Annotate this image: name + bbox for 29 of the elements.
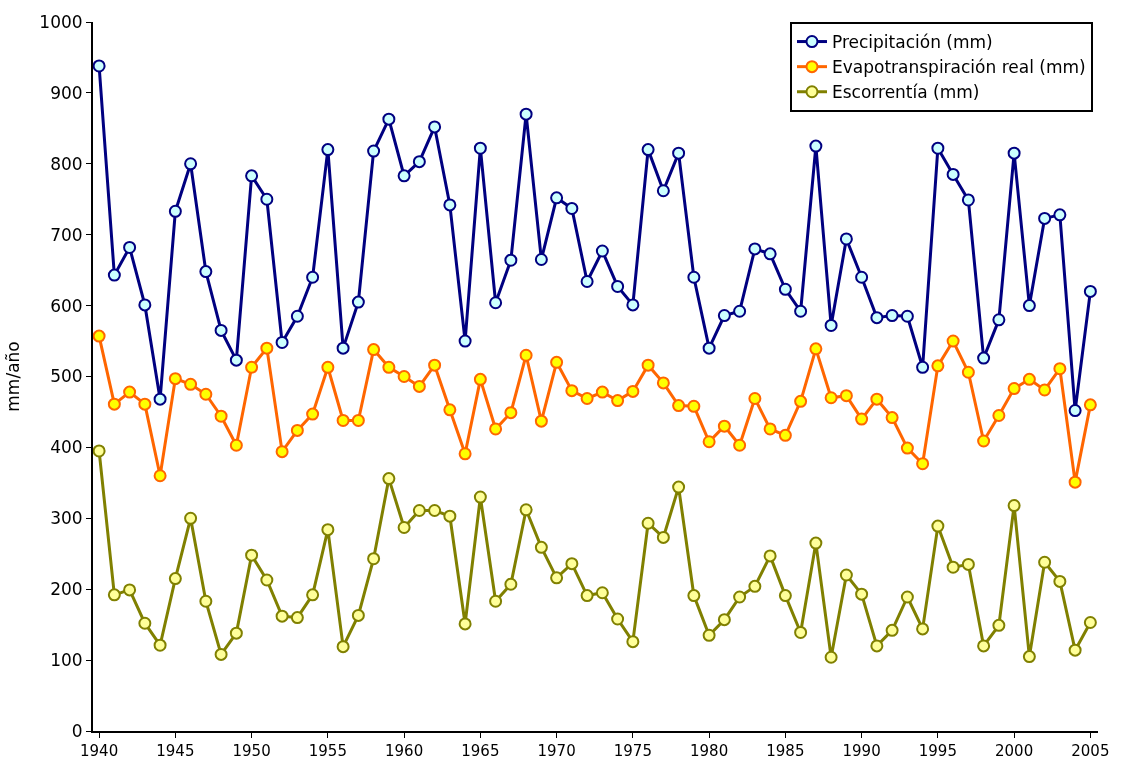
y-tick-label: 200 bbox=[50, 579, 83, 600]
y-tick-label: 300 bbox=[50, 508, 83, 529]
x-tick-label: 1975 bbox=[613, 742, 652, 760]
x-tick-label: 1955 bbox=[308, 742, 347, 760]
legend-label: Escorrentía (mm) bbox=[831, 82, 980, 103]
x-tick-label: 1960 bbox=[385, 742, 424, 760]
y-tick-label: 400 bbox=[50, 437, 83, 458]
legend-label: Evapotranspiración real (mm) bbox=[831, 57, 1086, 78]
y-tick-label: 900 bbox=[50, 82, 83, 103]
y-tick-label: 800 bbox=[50, 153, 83, 174]
y-tick-label: 0 bbox=[71, 720, 83, 741]
x-tick-label: 2005 bbox=[1071, 742, 1110, 760]
y-tick-label: 100 bbox=[50, 650, 83, 671]
y-axis-title: mm/año bbox=[3, 341, 24, 412]
x-tick-label: 1945 bbox=[156, 742, 195, 760]
y-tick-label: 700 bbox=[50, 224, 83, 245]
x-tick-label: 2000 bbox=[995, 742, 1034, 760]
x-tick-label: 1970 bbox=[537, 742, 576, 760]
x-tick-label: 1990 bbox=[842, 742, 881, 760]
x-tick-label: 1980 bbox=[690, 742, 729, 760]
x-tick-label: 1950 bbox=[232, 742, 271, 760]
legend-label: Precipitación (mm) bbox=[831, 32, 993, 53]
x-tick-label: 1965 bbox=[461, 742, 500, 760]
x-tick-label: 1985 bbox=[766, 742, 805, 760]
x-tick-label: 1940 bbox=[80, 742, 119, 760]
y-tick-label: 500 bbox=[50, 366, 83, 387]
y-tick-label: 1000 bbox=[39, 11, 83, 32]
y-tick-label: 600 bbox=[50, 295, 83, 316]
x-tick-label: 1995 bbox=[918, 742, 957, 760]
